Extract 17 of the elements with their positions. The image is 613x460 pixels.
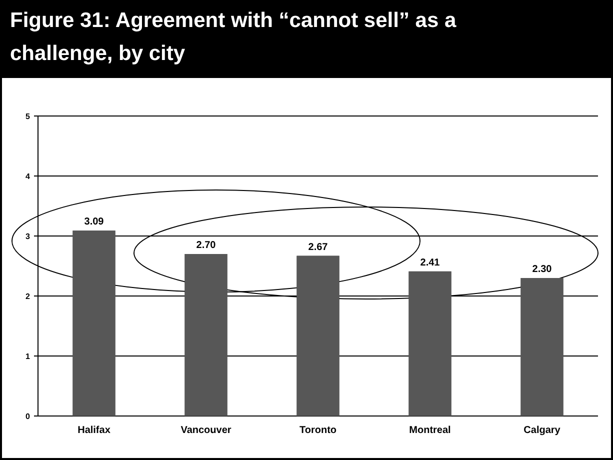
data-label: 3.09	[84, 216, 104, 228]
x-tick-label: Montreal	[409, 425, 452, 436]
x-tick-label: Toronto	[299, 425, 337, 436]
y-tick-label: 1	[26, 352, 31, 361]
data-label: 2.67	[308, 242, 328, 253]
x-tick-label: Vancouver	[180, 425, 232, 436]
data-label: 2.70	[196, 240, 216, 251]
chart-title: Figure 31: Agreement with “cannot sell” as a challenge, by city	[10, 9, 456, 65]
y-tick-label: 4	[26, 172, 31, 181]
data-label: 2.41	[420, 257, 440, 268]
y-tick-label: 0	[26, 412, 31, 421]
data-label: 2.30	[532, 264, 552, 275]
y-tick-label: 2	[26, 292, 31, 301]
y-tick-label: 3	[26, 232, 31, 241]
y-tick-label: 5	[26, 112, 31, 121]
x-tick-label: Halifax	[78, 425, 111, 436]
x-tick-label: Calgary	[524, 425, 561, 436]
